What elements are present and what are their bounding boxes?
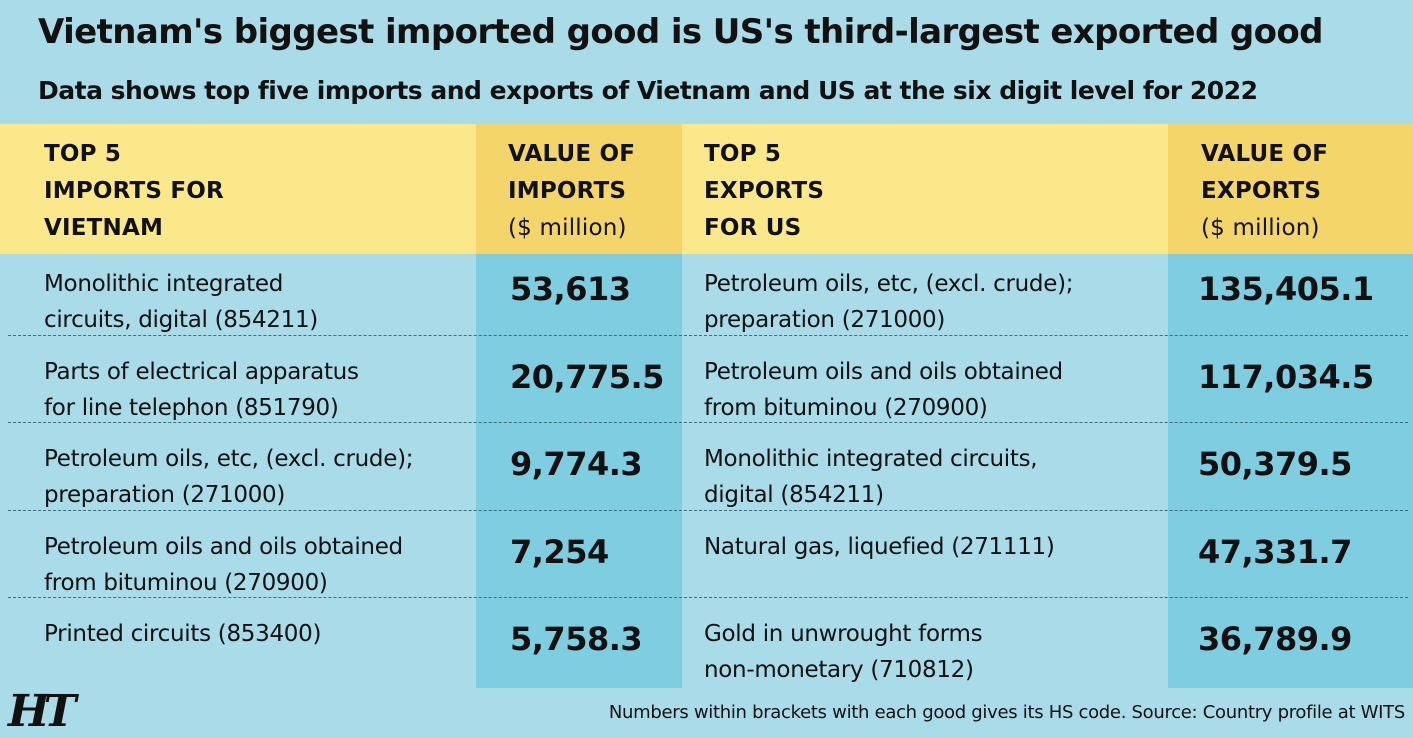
good-label-line: Petroleum oils, etc, (excl. crude); [44,446,414,472]
export-good-label: Petroleum oils and oils obtained from bit… [704,354,1063,426]
import-good-label: Printed circuits (853400) [44,616,321,652]
column-header-3: TOP 5 EXPORTS FOR US [704,136,824,247]
column-header-2: VALUE OF IMPORTS ($ million) [508,136,635,247]
export-value: 50,379.5 [1198,445,1352,483]
good-label-line: circuits, digital (854211) [44,307,318,333]
column-header-line: TOP 5 [44,141,122,167]
column-header-line: VALUE OF [1201,141,1329,167]
import-good-label: Petroleum oils and oils obtained from bit… [44,529,403,601]
column-header-line: VIETNAM [44,215,164,241]
good-label-line: Monolithic integrated circuits, [704,446,1038,472]
good-label-line: from bituminou (270900) [44,569,328,596]
import-value: 5,758.3 [510,620,643,658]
import-good-label: Parts of electrical apparatus for line te… [44,354,359,426]
import-value: 20,775.5 [510,357,664,396]
import-value: 53,613 [510,270,631,308]
import-value: 9,774.3 [510,445,643,483]
imports-value-header-shade [476,124,682,254]
source-footnote: Numbers within brackets with each good g… [608,702,1405,723]
chart-subtitle: Data shows top five imports and exports … [38,76,1258,105]
exports-value-header-shade [1168,124,1413,254]
column-header-line: IMPORTS FOR [44,178,224,204]
row-divider [8,334,1408,336]
export-value: 135,405.1 [1198,270,1374,308]
ht-logo: HT [6,686,84,734]
good-label-line: Printed circuits (853400) [44,621,322,647]
good-label-line: Petroleum oils and oils obtained [704,358,1063,385]
export-value: 36,789.9 [1198,620,1352,658]
good-label-line: Natural gas, liquefied (271111) [704,533,1055,560]
export-good-label: Natural gas, liquefied (271111) [704,529,1055,565]
column-header-4: VALUE OF EXPORTS ($ million) [1201,136,1328,247]
row-divider [8,597,1408,598]
column-header-line: EXPORTS [704,178,825,204]
export-good-label: Petroleum oils, etc, (excl. crude); prepa… [704,266,1074,338]
column-header-line: TOP 5 [704,141,782,167]
row-divider [8,509,1408,511]
chart-title: Vietnam's biggest imported good is US's … [38,12,1324,52]
good-label-line: Parts of electrical apparatus [44,358,359,385]
column-header-line: FOR US [704,215,802,241]
import-good-label: Petroleum oils, etc, (excl. crude); prepa… [44,441,414,513]
good-label-line: digital (854211) [704,482,884,508]
column-header-1: TOP 5 IMPORTS FOR VIETNAM [44,136,224,247]
good-label-line: Petroleum oils and oils obtained [44,533,403,560]
column-header-unit: ($ million) [508,215,627,241]
good-label-line: Gold in unwrought forms [704,621,983,647]
good-label-line: non-monetary (710812) [704,657,974,683]
good-label-line: for line telephon (851790) [44,394,339,421]
column-header-line: EXPORTS [1201,178,1322,204]
export-good-label: Monolithic integrated circuits, digital (… [704,441,1038,513]
import-good-label: Monolithic integrated circuits, digital (… [44,266,318,338]
good-label-line: preparation (271000) [44,482,286,508]
good-label-line: Petroleum oils, etc, (excl. crude); [704,271,1074,297]
import-value: 7,254 [510,532,609,571]
good-label-line: preparation (271000) [704,307,946,333]
good-label-line: Monolithic integrated [44,271,284,297]
export-good-label: Gold in unwrought forms non-monetary (710… [704,616,983,688]
column-header-line: VALUE OF [508,141,636,167]
export-value: 117,034.5 [1198,357,1374,396]
row-divider [8,422,1408,423]
export-value: 47,331.7 [1198,532,1352,571]
good-label-line: from bituminou (270900) [704,394,988,421]
column-header-line: IMPORTS [508,178,627,204]
column-header-unit: ($ million) [1201,215,1320,241]
